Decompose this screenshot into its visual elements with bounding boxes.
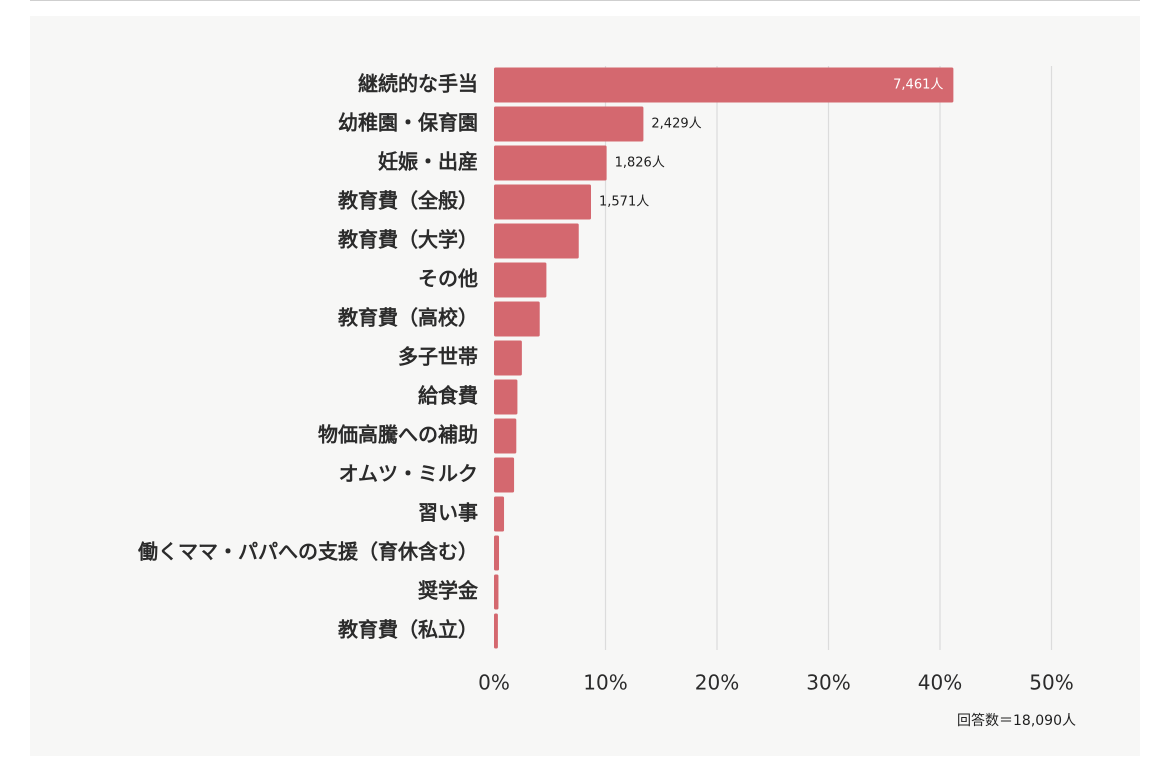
bar	[494, 535, 500, 571]
category-label: 教育費（全般）	[338, 189, 478, 213]
respondent-count-note: 回答数＝18,090人	[957, 712, 1076, 729]
bar	[494, 67, 954, 103]
bar	[494, 613, 498, 649]
bar	[494, 340, 522, 376]
category-label: 継続的な手当	[358, 72, 478, 96]
top-divider	[30, 0, 1140, 1]
bar	[494, 184, 592, 220]
category-label: 妊娠・出産	[378, 150, 478, 174]
category-label: 教育費（私立）	[338, 618, 478, 642]
bar	[494, 418, 517, 454]
bar	[494, 457, 515, 493]
category-label: 習い事	[418, 501, 478, 525]
bar	[494, 145, 607, 181]
category-label: 働くママ・パパへの支援（育休含む）	[137, 540, 478, 564]
data-label: 1,571人	[599, 195, 649, 210]
data-label: 2,429人	[651, 117, 701, 132]
x-tick-label: 20%	[695, 671, 739, 695]
data-label: 1,826人	[615, 156, 665, 171]
bar	[494, 379, 518, 415]
bar	[494, 496, 505, 532]
category-label: 教育費（高校）	[338, 306, 478, 330]
category-label: 物価高騰への補助	[318, 423, 478, 447]
category-label: 多子世帯	[398, 345, 478, 369]
bars	[494, 67, 954, 649]
grid-lines	[604, 66, 1053, 650]
bar	[494, 301, 540, 337]
bar	[494, 106, 644, 142]
x-tick-label: 30%	[806, 671, 850, 695]
x-tick-label: 40%	[918, 671, 962, 695]
category-label: オムツ・ミルク	[339, 462, 478, 486]
category-label: その他	[418, 267, 478, 291]
data-labels: 7,461人 2,429人 1,826人 1,571人	[599, 78, 943, 210]
category-label: 給食費	[418, 384, 478, 408]
x-axis-ticks: 0% 10% 20% 30% 40% 50%	[478, 671, 1074, 695]
bar	[494, 262, 547, 298]
category-label: 奨学金	[417, 579, 479, 603]
bar	[494, 223, 579, 259]
data-label: 7,461人	[893, 78, 943, 93]
bar	[494, 574, 499, 610]
x-tick-label: 0%	[478, 671, 510, 695]
category-label: 幼稚園・保育園	[338, 111, 478, 135]
x-tick-label: 10%	[583, 671, 627, 695]
category-label: 教育費（大学）	[338, 228, 478, 252]
x-tick-label: 50%	[1029, 671, 1073, 695]
